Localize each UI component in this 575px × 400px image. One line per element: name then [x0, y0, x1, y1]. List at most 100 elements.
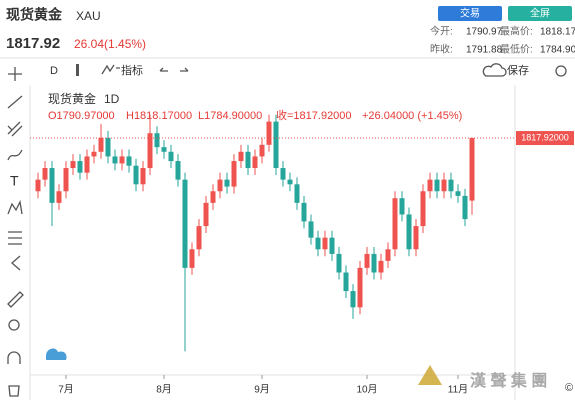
candle-body — [406, 214, 412, 250]
line-tool[interactable] — [7, 95, 23, 109]
candle-body — [63, 168, 69, 192]
candle-body — [147, 133, 153, 169]
price: 1817.92 — [6, 35, 60, 52]
candle-body — [462, 195, 468, 220]
candle-body — [154, 133, 160, 148]
legend-item: H1818.17000 — [126, 110, 192, 122]
instrument-symbol: XAU — [76, 9, 101, 23]
candle-body — [196, 226, 202, 250]
candle-body — [35, 179, 41, 192]
back-tool[interactable] — [11, 255, 21, 271]
candle-body — [420, 191, 426, 227]
cloud-logo — [46, 348, 67, 360]
stat-value: 1790.97 — [466, 27, 503, 38]
candle-body — [210, 191, 216, 203]
candle-body — [252, 156, 258, 169]
fib-tool[interactable] — [8, 231, 22, 245]
candle-body — [56, 191, 62, 203]
last-price-tag — [516, 131, 574, 146]
candle-body — [70, 161, 76, 169]
candle-body — [329, 237, 335, 254]
zoom-tool[interactable] — [8, 319, 20, 331]
candle-body — [105, 137, 111, 157]
candle-body — [455, 191, 461, 196]
stat-value: 1818.17 — [540, 27, 575, 38]
candle-body — [287, 179, 293, 185]
indicators-button[interactable]: 指标 — [121, 63, 143, 77]
candle-body — [301, 202, 307, 222]
candle-body — [273, 121, 279, 169]
fullscreen-button[interactable] — [508, 6, 572, 21]
candle-body — [343, 272, 349, 292]
watermark: 漢 聲 集 團 — [470, 371, 547, 390]
plot: 7月 8月 9月 10月 11月 1817.92000 — [30, 114, 574, 396]
x-tick-label: 9月 — [254, 384, 270, 396]
x-tick-label: 8月 — [156, 384, 172, 396]
trade-button[interactable] — [438, 6, 502, 21]
candle-body — [448, 179, 454, 192]
legend-item: L1784.90000 — [198, 110, 262, 122]
candle-body — [42, 168, 48, 180]
save-button[interactable]: 保存 — [507, 63, 529, 77]
candle-body — [231, 161, 237, 187]
brush-tool[interactable] — [7, 149, 23, 161]
x-tick-label: 10月 — [356, 384, 377, 396]
candle-body — [84, 156, 90, 173]
candle-body — [126, 156, 132, 166]
candle-body — [182, 179, 188, 268]
candle-body — [49, 168, 55, 203]
left-toolbar: T — [7, 67, 24, 397]
candle-body — [413, 226, 419, 250]
candle-body — [161, 147, 167, 152]
interval-button[interactable]: D — [50, 65, 58, 77]
candle-body — [441, 179, 447, 192]
stat-value: 1791.88 — [466, 45, 503, 56]
candle-body — [434, 179, 440, 192]
stat-label: 今开: — [430, 25, 453, 38]
instrument-name: 现货黄金 — [6, 7, 63, 23]
settings-icon[interactable] — [555, 65, 567, 77]
undo-redo[interactable] — [159, 67, 189, 72]
candle-body — [217, 179, 223, 192]
last-price-label: 1817.92000 — [521, 132, 569, 142]
candle-body — [427, 179, 433, 192]
candle-body — [98, 137, 104, 152]
candle-body — [266, 121, 272, 145]
stat-label: 最低价: — [500, 43, 533, 56]
indicator-icon[interactable] — [101, 64, 120, 75]
candle-body — [322, 237, 328, 250]
fullscreen-button-label[interactable]: 全屏 — [530, 7, 550, 20]
candle-body — [77, 161, 83, 173]
candle-body — [399, 198, 405, 215]
text-tool[interactable]: T — [10, 173, 19, 189]
x-tick-label: 7月 — [58, 384, 74, 396]
stat-label: 昨收: — [430, 43, 453, 56]
crosshair-tool[interactable] — [8, 67, 22, 81]
candle-icon[interactable] — [76, 64, 79, 76]
trade-button-label[interactable]: 交易 — [460, 7, 480, 20]
magnet-tool[interactable] — [7, 351, 21, 364]
trash-tool[interactable] — [8, 385, 20, 397]
candle-body — [315, 237, 321, 250]
candle-body — [350, 291, 356, 308]
candle-body — [245, 151, 251, 169]
candle-body — [112, 156, 118, 164]
candle-body — [294, 184, 300, 203]
legend-item: O1790.97000 — [48, 110, 115, 122]
candle-body — [308, 221, 314, 238]
candle-body — [175, 161, 181, 180]
ruler-tool[interactable] — [7, 291, 24, 308]
candle-body — [280, 168, 286, 180]
pattern-tool[interactable] — [7, 199, 23, 215]
price-change: 26.04(1.45%) — [74, 37, 146, 51]
save-icon[interactable] — [482, 63, 507, 77]
watermark-logo — [418, 365, 442, 385]
pitchfork-tool[interactable] — [7, 121, 23, 137]
candle-body — [364, 253, 370, 268]
candle-body — [224, 179, 230, 187]
candle-body — [238, 151, 244, 162]
axis-settings[interactable]: © — [565, 382, 573, 394]
chart-interval: 1D — [104, 92, 120, 106]
